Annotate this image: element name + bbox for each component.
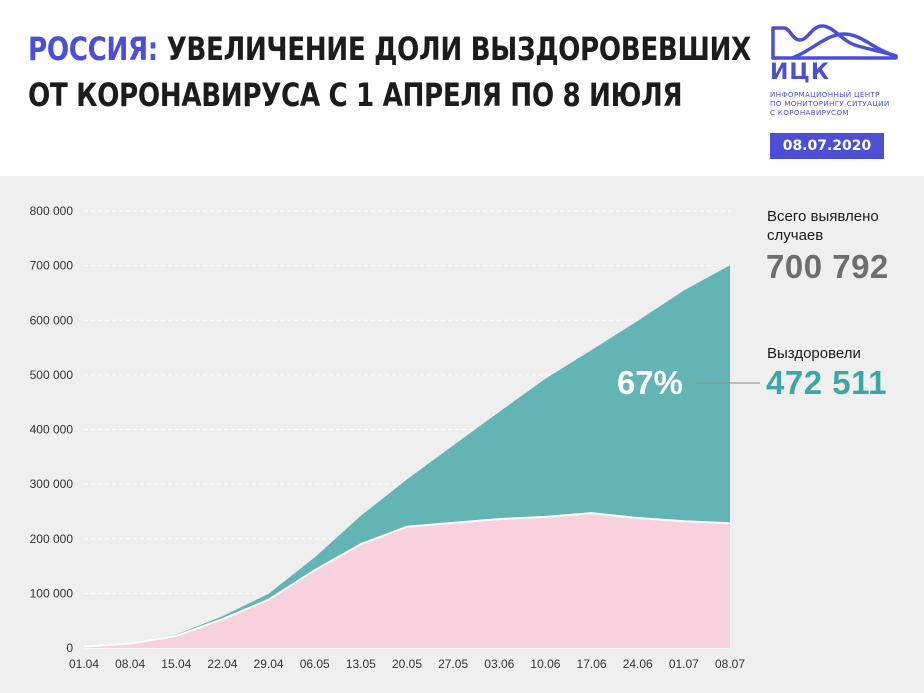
recovered-share-label: 67%	[617, 364, 683, 401]
title-accent: РОССИЯ:	[28, 30, 158, 68]
recovered-value: 472 511	[766, 364, 887, 401]
recovered-label: Выздоровели	[767, 344, 861, 363]
x-tick-label: 20.05	[392, 657, 422, 671]
x-tick-label: 13.05	[346, 657, 376, 671]
y-tick-label: 400 000	[30, 423, 74, 437]
logo-abbreviation: ИЦК	[770, 60, 830, 85]
x-tick-label: 27.05	[438, 657, 468, 671]
logo-caption: ИНФОРМАЦИОННЫЙ ЦЕНТР ПО МОНИТОРИНГУ СИТУ…	[770, 90, 900, 117]
area-chart: 0 100 000 200 000 300 000 400 000 500 000 600 …	[30, 204, 760, 671]
x-tick-label: 08.07	[715, 657, 745, 671]
x-axis-labels: 01.04 08.04 15.04 22.04 29.04 06.05 13.05 20.05…	[69, 657, 745, 671]
x-tick-label: 01.04	[69, 657, 99, 671]
active-cases-line	[83, 512, 731, 648]
logo-line-3: С КОРОНАВИРУСОМ	[770, 108, 849, 117]
x-tick-label: 03.06	[484, 657, 514, 671]
x-tick-label: 24.06	[623, 657, 653, 671]
x-tick-label: 29.04	[254, 657, 284, 671]
total-cases-value: 700 792	[766, 248, 889, 285]
y-tick-label: 200 000	[30, 532, 74, 546]
y-tick-label: 800 000	[30, 204, 74, 218]
page-title: РОССИЯ: УВЕЛИЧЕНИЕ ДОЛИ ВЫЗДОРОВЕВШИХ ОТ…	[28, 26, 751, 118]
recovered-label-text: Выздоровели	[767, 345, 861, 362]
title-line-2: ОТ КОРОНАВИРУСА С 1 АПРЕЛЯ ПО 8 ИЮЛЯ	[28, 76, 683, 114]
logo-mark-icon	[771, 24, 898, 60]
total-label-line-1: Всего выявлено	[767, 208, 879, 225]
logo-line-2: ПО МОНИТОРИНГУ СИТУАЦИИ	[770, 99, 890, 108]
total-label-line-2: случаев	[767, 227, 824, 244]
x-tick-label: 06.05	[300, 657, 330, 671]
x-tick-label: 22.04	[207, 657, 237, 671]
y-tick-label: 0	[66, 641, 73, 655]
title-line-1: УВЕЛИЧЕНИЕ ДОЛИ ВЫЗДОРОВЕВШИХ	[157, 30, 752, 68]
y-axis-labels: 0 100 000 200 000 300 000 400 000 500 000 600 …	[30, 204, 74, 655]
x-tick-label: 17.06	[577, 657, 607, 671]
date-badge: 08.07.2020	[770, 133, 884, 159]
logo: ИЦК ИНФОРМАЦИОННЫЙ ЦЕНТР ПО МОНИТОРИНГУ …	[770, 22, 900, 132]
chart-panel: 0 100 000 200 000 300 000 400 000 500 000 600 …	[0, 176, 924, 693]
y-tick-label: 300 000	[30, 477, 74, 491]
x-tick-label: 15.04	[161, 657, 191, 671]
y-tick-label: 500 000	[30, 368, 74, 382]
x-tick-label: 01.07	[669, 657, 699, 671]
y-tick-label: 100 000	[30, 586, 74, 600]
x-tick-label: 08.04	[115, 657, 145, 671]
logo-line-1: ИНФОРМАЦИОННЫЙ ЦЕНТР	[770, 90, 880, 99]
header: РОССИЯ: УВЕЛИЧЕНИЕ ДОЛИ ВЫЗДОРОВЕВШИХ ОТ…	[0, 0, 924, 176]
y-tick-label: 600 000	[30, 313, 74, 327]
chart-areas	[83, 265, 731, 648]
active-cases-area	[84, 513, 730, 648]
x-tick-label: 10.06	[530, 657, 560, 671]
y-tick-label: 700 000	[30, 259, 74, 273]
total-cases-label: Всего выявлено случаев	[767, 207, 879, 245]
